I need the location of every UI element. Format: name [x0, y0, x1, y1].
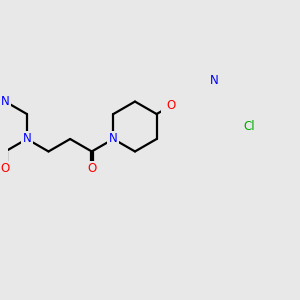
- Text: N: N: [109, 133, 118, 146]
- Text: N: N: [1, 95, 10, 108]
- Text: Cl: Cl: [244, 120, 255, 133]
- Text: N: N: [209, 74, 218, 88]
- Text: O: O: [166, 99, 175, 112]
- Text: N: N: [22, 133, 31, 146]
- Text: O: O: [1, 163, 10, 176]
- Text: O: O: [87, 163, 96, 176]
